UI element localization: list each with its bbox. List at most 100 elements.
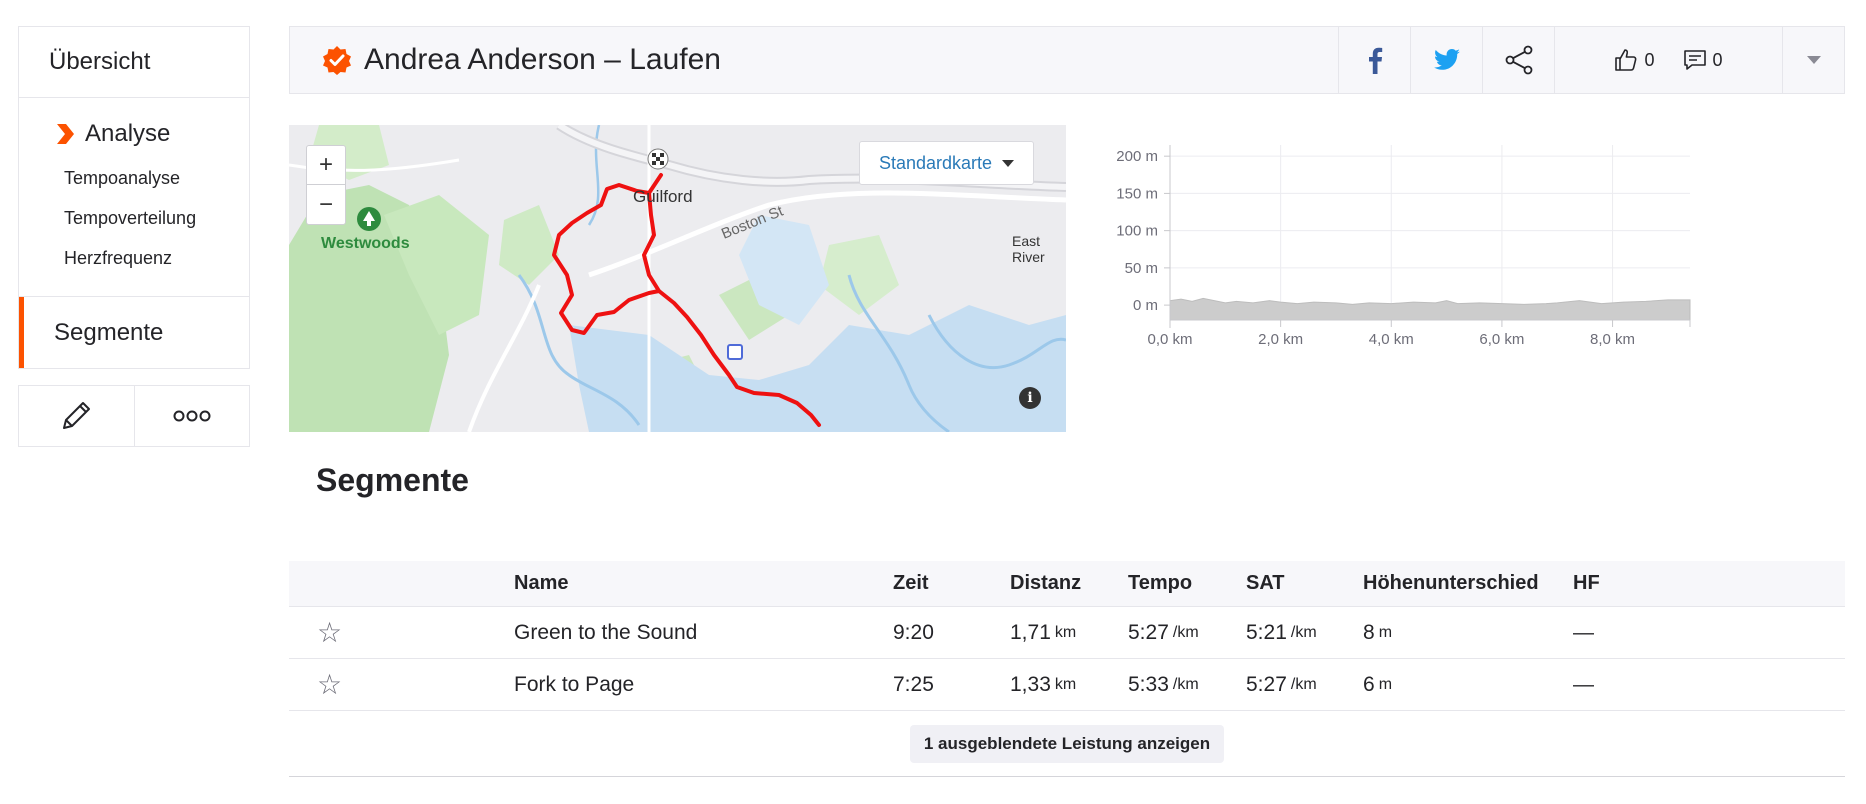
sidebar-item-pace-distribution[interactable]: Tempoverteilung [64, 208, 197, 228]
share-button[interactable] [1482, 27, 1554, 93]
segment-time: 9:20 [893, 620, 934, 644]
zoom-out-button[interactable]: − [318, 190, 333, 218]
x-tick-label: 0,0 km [1147, 331, 1192, 348]
map-style-selector[interactable]: Standardkarte [859, 141, 1034, 185]
segment-name-link[interactable]: Fork to Page [514, 672, 635, 696]
x-tick-label: 8,0 km [1590, 331, 1635, 348]
elevation-area [1169, 297, 1691, 321]
pencil-icon [63, 402, 91, 429]
gap-unit: /km [1290, 623, 1317, 641]
distance-unit: km [1054, 675, 1077, 693]
y-tick-label: 100 m [1116, 223, 1158, 240]
segment-heart-rate: — [1573, 620, 1594, 644]
elevation-value: 8 [1363, 620, 1375, 644]
share-icon [1505, 45, 1532, 75]
pace-unit: /km [1172, 675, 1199, 693]
x-tick-label: 4,0 km [1369, 331, 1414, 348]
elevation-unit: m [1378, 623, 1393, 641]
facebook-icon [1368, 47, 1382, 74]
y-tick-label: 200 m [1116, 148, 1158, 165]
segments-table: Name Zeit Distanz Tempo SAT Höhenuntersc… [289, 561, 1845, 777]
sidebar-item-heart-rate[interactable]: Herzfrequenz [64, 248, 173, 268]
star-icon[interactable]: ☆ [317, 669, 343, 700]
gap-value: 5:21 [1246, 620, 1287, 644]
x-tick-label: 2,0 km [1258, 331, 1303, 348]
sidebar-item-analysis-label: Analyse [85, 120, 171, 147]
star-icon[interactable]: ☆ [317, 617, 343, 648]
comments-count: 0 [1712, 49, 1723, 70]
facebook-share-button[interactable] [1338, 27, 1410, 93]
segment-time: 7:25 [893, 672, 934, 696]
header-menu-dropdown[interactable] [1782, 27, 1844, 93]
y-tick-label: 50 m [1125, 260, 1158, 277]
caret-down-icon [1002, 159, 1015, 167]
table-row: ☆ Fork to Page 7:25 1,33 km 5:33/km 5:27/… [289, 659, 1845, 711]
twitter-icon [1433, 49, 1460, 70]
segment-pace: 5:27/km [1128, 607, 1199, 658]
column-header-gap: SAT [1246, 572, 1285, 594]
column-header-pace: Tempo [1128, 572, 1193, 594]
twitter-share-button[interactable] [1410, 27, 1482, 93]
segment-distance: 1,71 km [1010, 607, 1076, 658]
sidebar-item-segments[interactable]: Segmente [19, 297, 249, 368]
sidebar-subnav: Tempoanalyse Tempoverteilung Herzfrequen… [19, 158, 249, 297]
column-header-name: Name [514, 572, 569, 594]
thumbs-up-icon [1615, 49, 1637, 71]
sidebar-actions [18, 385, 250, 447]
segment-gap: 5:27/km [1246, 659, 1317, 710]
zoom-in-button[interactable]: + [307, 146, 345, 185]
gap-value: 5:27 [1246, 672, 1287, 696]
map-label-town: Guilford [633, 187, 693, 206]
kudos-comments-group: 0 0 [1554, 27, 1782, 93]
x-tick-label: 6,0 km [1479, 331, 1524, 348]
show-hidden-efforts-button[interactable]: 1 ausgeblendete Leistung anzeigen [909, 724, 1225, 763]
table-row: ☆ Green to the Sound 9:20 1,71 km 5:27/km… [289, 607, 1845, 659]
elevation-unit: m [1378, 675, 1393, 693]
sidebar-nav: Übersicht Analyse Tempoanalyse Tempovert… [18, 26, 250, 369]
route-map[interactable]: + − Guilford Westwoods Boston St East Ri… [289, 125, 1066, 432]
comment-icon [1683, 50, 1706, 70]
map-info-icon[interactable]: i [1019, 387, 1041, 409]
distance-unit: km [1054, 623, 1077, 641]
elevation-chart: 0 m 50 m 100 m 150 m 200 m 0,0 km 2,0 km 4,0 km… [1116, 145, 1691, 348]
gap-unit: /km [1290, 675, 1317, 693]
map-label-river: East River [1012, 233, 1045, 265]
y-tick-label: 0 m [1133, 297, 1158, 314]
segment-heart-rate: — [1573, 672, 1594, 696]
sidebar-item-overview[interactable]: Übersicht [19, 27, 249, 98]
sidebar: Übersicht Analyse Tempoanalyse Tempovert… [18, 26, 250, 447]
more-actions-button[interactable] [135, 386, 250, 446]
comments-button[interactable]: 0 [1683, 49, 1723, 71]
kudos-button[interactable]: 0 [1614, 48, 1655, 72]
segment-gap: 5:21/km [1246, 607, 1317, 658]
caret-down-icon [1806, 56, 1821, 64]
table-header: Name Zeit Distanz Tempo SAT Höhenuntersc… [289, 561, 1845, 607]
map-zoom-controls: + − [306, 145, 346, 225]
distance-value: 1,33 [1010, 672, 1051, 696]
column-header-elevation: Höhenunterschied [1363, 572, 1539, 594]
distance-value: 1,71 [1010, 620, 1051, 644]
segment-distance: 1,33 km [1010, 659, 1076, 710]
elevation-value: 6 [1363, 672, 1375, 696]
map-style-label: Standardkarte [878, 152, 993, 173]
column-header-distance: Distanz [1010, 572, 1082, 594]
pace-unit: /km [1172, 623, 1199, 641]
activity-header: Andrea Anderson – Laufen 0 [289, 26, 1845, 94]
chevron-right-icon [57, 124, 74, 144]
segment-name-link[interactable]: Green to the Sound [514, 620, 698, 644]
column-header-time: Zeit [893, 572, 929, 594]
sidebar-item-analysis[interactable]: Analyse [19, 110, 249, 158]
pace-value: 5:33 [1128, 672, 1169, 696]
activity-title-text: Andrea Anderson – Laufen [364, 43, 721, 76]
verified-badge-icon [323, 46, 351, 75]
segments-title: Segmente [316, 462, 469, 498]
hidden-efforts-row: 1 ausgeblendete Leistung anzeigen [289, 711, 1845, 777]
y-tick-label: 150 m [1116, 185, 1158, 202]
activity-title: Andrea Anderson – Laufen [290, 43, 1338, 77]
pace-value: 5:27 [1128, 620, 1169, 644]
sidebar-item-pace-analysis[interactable]: Tempoanalyse [64, 168, 181, 188]
more-icon [173, 410, 211, 422]
edit-button[interactable] [19, 386, 135, 446]
